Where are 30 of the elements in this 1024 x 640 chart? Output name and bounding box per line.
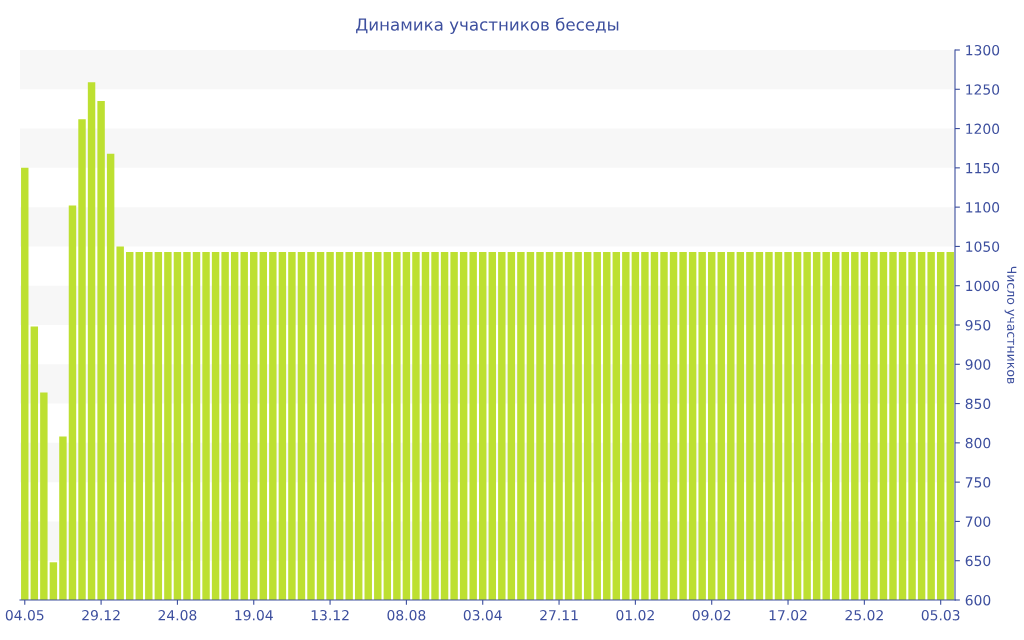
y-tick-label: 700 bbox=[965, 516, 991, 527]
x-tick-label: 01.02 bbox=[616, 609, 654, 621]
y-tick-label: 900 bbox=[965, 359, 991, 370]
y-tick-label: 1000 bbox=[966, 280, 1000, 292]
y-tick-label: 600 bbox=[965, 594, 991, 606]
y-axis-title: Число участников bbox=[1004, 266, 1017, 384]
x-tick-label: 05.03 bbox=[921, 609, 960, 621]
x-tick-label: 08.08 bbox=[387, 609, 426, 621]
x-tick-label: 19.04 bbox=[235, 609, 273, 621]
y-tick-label: 850 bbox=[965, 398, 991, 410]
y-tick-label: 750 bbox=[965, 477, 991, 488]
y-tick-label: 950 bbox=[965, 319, 991, 331]
y-tick-label: 1150 bbox=[966, 162, 1000, 174]
x-tick-label: 24.08 bbox=[158, 609, 197, 621]
x-tick-label: 13.12 bbox=[311, 609, 349, 621]
y-tick-label: 650 bbox=[965, 555, 991, 567]
y-tick-label: 1050 bbox=[966, 241, 1000, 252]
x-tick-label: 27.11 bbox=[540, 609, 578, 621]
x-tick-label: 25.02 bbox=[845, 609, 883, 621]
y-tick-label: 1200 bbox=[966, 123, 1000, 135]
chart-title: Динамика участников беседы bbox=[356, 17, 619, 35]
x-tick-label: 17.02 bbox=[769, 609, 807, 621]
y-tick-label: 800 bbox=[965, 437, 991, 449]
x-tick-label: 04.05 bbox=[5, 609, 44, 621]
y-tick-label: 1100 bbox=[966, 202, 1000, 213]
x-tick-label: 03.04 bbox=[463, 609, 502, 621]
y-tick-label: 1250 bbox=[966, 84, 1000, 95]
x-tick-label: 09.02 bbox=[692, 609, 731, 621]
y-tick-label: 1300 bbox=[966, 44, 1000, 56]
x-tick-label: 29.12 bbox=[82, 609, 120, 621]
